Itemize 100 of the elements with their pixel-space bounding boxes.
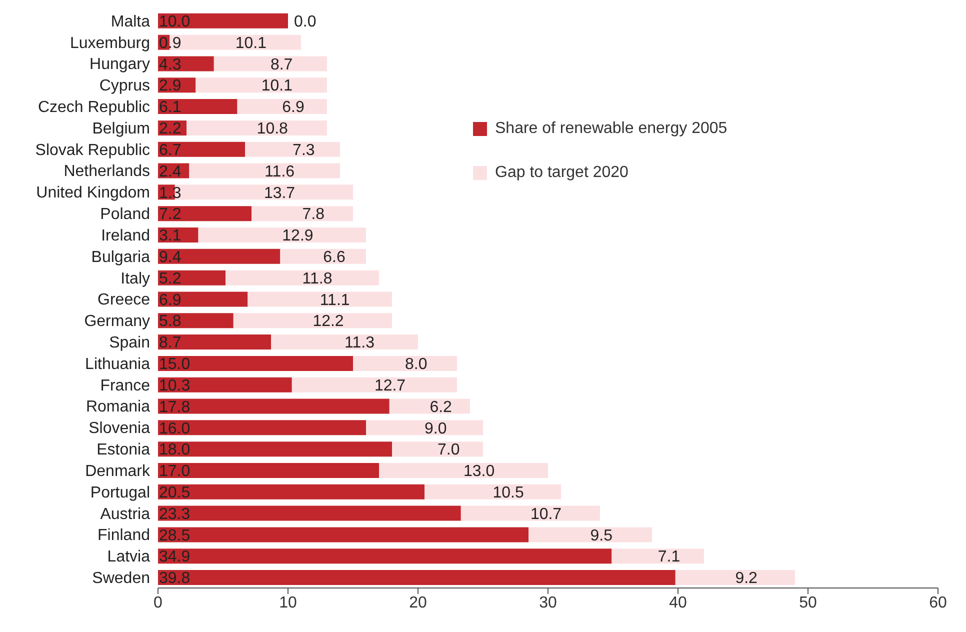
data-label: 12.2 — [312, 313, 344, 330]
bar — [158, 13, 288, 28]
y-tick-label: Slovak Republic — [35, 142, 150, 159]
bar — [158, 206, 252, 222]
y-tick-label: Slovenia — [88, 420, 150, 438]
bar — [528, 527, 652, 542]
bar — [233, 313, 392, 328]
bar — [158, 142, 246, 157]
bar — [389, 398, 470, 414]
bar — [158, 356, 353, 371]
y-tick-label: Romania — [86, 398, 150, 416]
bar — [189, 163, 340, 178]
data-label: 2.9 — [159, 78, 182, 95]
bar — [424, 484, 561, 500]
data-label: 9.2 — [735, 570, 758, 588]
data-label: 2.4 — [159, 163, 182, 180]
y-tick-label: Czech Republic — [38, 99, 150, 116]
y-tick-label: Netherlands — [64, 163, 150, 180]
data-label: 7.0 — [438, 442, 460, 459]
bar — [158, 420, 366, 436]
data-label: 0.0 — [294, 14, 316, 31]
data-label: 20.5 — [159, 484, 190, 502]
bar — [292, 377, 457, 392]
data-label: 6.1 — [159, 99, 182, 116]
data-label: 11.8 — [302, 270, 332, 288]
y-tick-label: Austria — [100, 506, 150, 523]
data-label: 15.0 — [159, 356, 190, 374]
y-tick-label: United Kingdom — [36, 184, 150, 202]
y-tick-label: Poland — [100, 206, 150, 224]
bar — [158, 548, 612, 564]
y-tick-label: Spain — [109, 334, 150, 352]
y-tick-label: Estonia — [96, 442, 150, 459]
bar — [198, 228, 366, 242]
data-label: 7.3 — [292, 142, 315, 159]
x-tick-label: 50 — [799, 594, 817, 612]
bar — [186, 120, 327, 136]
y-tick-label: Cyprus — [99, 78, 150, 95]
data-label: 6.2 — [430, 398, 452, 416]
bar — [392, 442, 483, 457]
data-label: 23.3 — [159, 506, 190, 523]
legend-label: Gap to target 2020 — [495, 164, 628, 182]
data-label: 17.8 — [159, 398, 190, 416]
bar — [460, 506, 600, 521]
data-label: 6.9 — [159, 292, 182, 309]
legend-label: Share of renewable energy 2005 — [495, 120, 728, 138]
data-label: 28.5 — [159, 527, 190, 544]
bar — [226, 270, 379, 286]
bar — [252, 206, 353, 222]
bar — [158, 527, 528, 542]
bar — [366, 420, 483, 436]
data-label: 4.3 — [159, 56, 182, 74]
x-tick-label: 0 — [154, 594, 163, 612]
x-tick-label: 60 — [929, 594, 947, 612]
data-label: 9.5 — [590, 527, 613, 544]
bar — [271, 334, 418, 350]
y-tick-label: Malta — [110, 13, 150, 30]
data-label: 13.7 — [264, 184, 296, 202]
y-tick-label: Lithuania — [85, 356, 150, 373]
bar — [158, 334, 272, 350]
bar — [675, 570, 795, 586]
data-label: 8.0 — [405, 356, 428, 374]
y-tick-label: Bulgaria — [91, 248, 150, 266]
bar — [237, 99, 327, 114]
y-tick-label: Ireland — [101, 227, 150, 244]
data-label: 7.1 — [658, 548, 680, 566]
data-label: 10.1 — [235, 34, 267, 52]
data-label: 7.8 — [302, 206, 325, 224]
y-tick-label: Germany — [84, 313, 150, 330]
bar — [158, 462, 379, 478]
y-tick-label: Belgium — [92, 120, 150, 138]
bar — [353, 356, 457, 371]
data-label: 3.1 — [159, 228, 182, 245]
data-label: 9.0 — [424, 420, 447, 438]
x-tick-label: 10 — [279, 594, 297, 612]
bar — [158, 398, 390, 414]
bar — [158, 313, 234, 328]
bar — [158, 99, 238, 114]
bar — [379, 462, 548, 478]
data-label: 9.4 — [159, 249, 182, 266]
data-label: 6.6 — [323, 249, 346, 266]
y-tick-label: Luxemburg — [70, 34, 150, 52]
bar — [158, 570, 676, 586]
bar — [158, 292, 248, 307]
bar — [245, 142, 340, 157]
data-label: 11.6 — [264, 163, 295, 180]
y-tick-label: Hungary — [90, 56, 150, 74]
y-tick-label: Finland — [98, 527, 150, 544]
bar — [214, 56, 327, 72]
x-tick-label: 20 — [409, 594, 427, 612]
bar — [158, 442, 392, 457]
data-label: 8.7 — [270, 56, 293, 74]
data-label: 12.9 — [282, 228, 314, 245]
data-label: 18.0 — [159, 442, 190, 459]
data-label: 10.0 — [159, 14, 190, 31]
y-tick-label: Italy — [120, 270, 150, 288]
data-label: 6.7 — [159, 142, 182, 159]
data-label: 10.3 — [159, 377, 190, 394]
data-label: 12.7 — [374, 377, 406, 394]
y-tick-label: Greece — [98, 292, 150, 309]
data-label: 16.0 — [159, 420, 190, 438]
